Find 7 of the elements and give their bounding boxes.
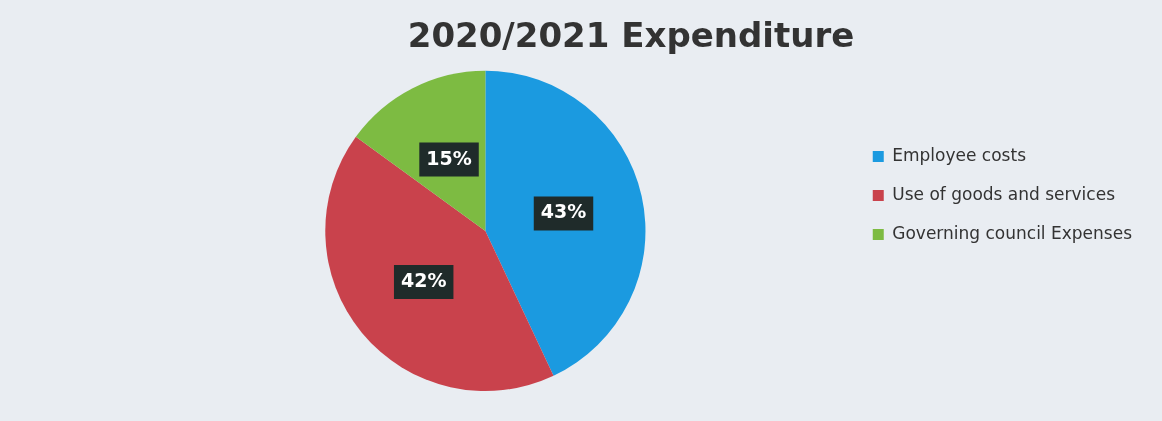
legend-label: Use of goods and services bbox=[892, 183, 1116, 204]
legend-label: Employee costs bbox=[892, 144, 1027, 165]
chart-title: 2020/2021 Expenditure bbox=[407, 15, 855, 56]
data-label: 15% bbox=[426, 146, 472, 169]
data-label: 43% bbox=[540, 200, 587, 223]
data-label: 42% bbox=[400, 268, 447, 291]
legend-label: Governing council Expenses bbox=[892, 222, 1133, 243]
